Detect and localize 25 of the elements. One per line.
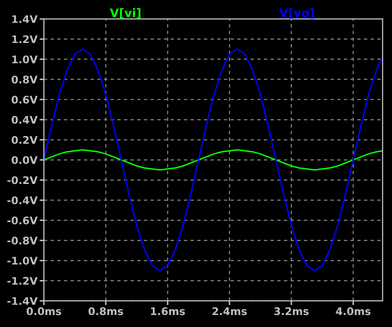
- line-series: [44, 48, 383, 272]
- x-tick-label: 0.8ms: [88, 307, 124, 316]
- line-series: [44, 149, 383, 171]
- y-tick-label: -1.0V: [7, 256, 38, 265]
- y-tick-label: -0.6V: [7, 216, 38, 224]
- y-tick-label: 0.2V: [12, 136, 38, 144]
- y-tick-label: 0.0V: [12, 156, 38, 164]
- y-tick-label: -1.4V: [7, 297, 38, 305]
- text: V[vo]: [279, 8, 314, 19]
- y-tick-label: -0.2V: [7, 176, 38, 184]
- y-tick-label: 1.2V: [12, 35, 38, 44]
- x-tick-label: 3.2ms: [274, 307, 309, 316]
- text: V[vi]: [110, 8, 140, 19]
- y-tick-label: 0.4V: [12, 116, 38, 124]
- x-tick-label: 4.0ms: [336, 307, 370, 316]
- x-tick-label: 1.6ms: [151, 307, 185, 316]
- y-tick-label: 0.6V: [12, 96, 38, 104]
- y-tick-label: 1.4V: [12, 15, 38, 23]
- y-tick-label: -0.4V: [7, 196, 38, 204]
- x-tick-label: 0.0ms: [26, 307, 62, 316]
- x-tick-label: 2.4ms: [212, 307, 247, 316]
- y-tick-label: -1.2V: [7, 276, 38, 285]
- y-tick-label: 0.8V: [12, 76, 38, 84]
- y-tick-label: 1.0V: [12, 55, 38, 64]
- y-tick-label: -0.8V: [7, 236, 38, 245]
